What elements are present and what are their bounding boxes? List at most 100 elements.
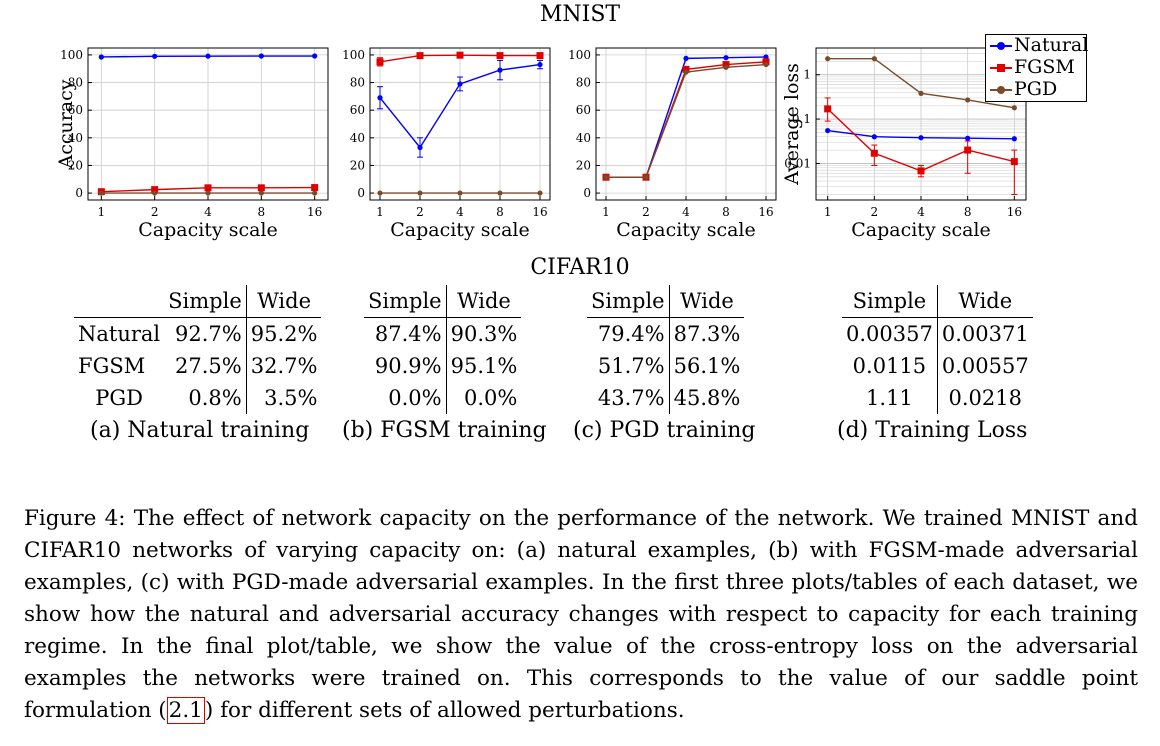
table-row: Natural 92.7% 95.2%: [74, 317, 322, 350]
data-point-fgsm: [416, 52, 424, 60]
col-header-simple: Simple: [587, 285, 670, 318]
table-row: 0.0115 0.00557: [842, 350, 1033, 382]
table-row: FGSM 27.5% 32.7%: [74, 350, 322, 382]
data-point-fgsm: [722, 61, 730, 69]
x-tick-label: 8: [258, 205, 266, 219]
data-point-natural: [312, 53, 318, 59]
data-point-pgd: [643, 174, 649, 180]
y-axis-label: Average loss: [781, 63, 803, 186]
cell-wide: 0.00371: [936, 317, 1033, 350]
y-tick-label: 40: [350, 131, 365, 145]
y-axis-label: Accuracy: [55, 79, 77, 169]
plot-natural-training: 0 20 40 60 80 100 1 2 4 8 16 Capacity scale Accuracy: [55, 47, 329, 241]
legend-label: FGSM: [1014, 56, 1075, 78]
cell-wide: 95.1%: [445, 350, 522, 382]
data-point-pgd: [497, 190, 503, 196]
y-tick-label: 0.1: [792, 112, 811, 126]
table-row: 0.00357 0.00371: [842, 317, 1033, 350]
cifar-title: CIFAR10: [530, 255, 630, 280]
data-point-pgd: [377, 190, 383, 196]
col-header-simple: Simple: [164, 285, 247, 318]
cell-wide: 90.3%: [445, 317, 522, 350]
table-natural-training: Simple Wide Natural 92.7% 95.2% FGSM 27.…: [74, 285, 322, 414]
x-tick-label: 1: [824, 205, 832, 219]
cell-wide: 0.0218: [936, 382, 1033, 414]
data-point-fgsm: [870, 149, 878, 157]
col-header-wide: Wide: [936, 285, 1033, 318]
col-header-wide: Wide: [445, 285, 522, 318]
x-tick-label: 16: [758, 205, 773, 219]
cell-simple: 90.9%: [374, 354, 442, 378]
data-point-natural: [98, 54, 104, 60]
y-tick-label: 100: [60, 48, 83, 62]
cell-simple: 87.4%: [374, 322, 442, 346]
cell-wide: 56.1%: [668, 350, 745, 382]
data-point-fgsm: [1010, 158, 1018, 166]
col-header-simple: Simple: [842, 285, 938, 318]
data-point-natural: [965, 135, 971, 141]
cell-wide: 32.7%: [245, 350, 322, 382]
y-tick-label: 60: [68, 103, 83, 117]
x-tick-label: 2: [416, 205, 424, 219]
data-point-pgd: [825, 56, 831, 62]
x-tick-label: 16: [307, 205, 322, 219]
data-point-fgsm: [496, 52, 504, 60]
data-point-pgd: [683, 69, 689, 75]
data-point-natural: [723, 55, 729, 61]
x-tick-label: 8: [496, 205, 504, 219]
data-point-fgsm: [824, 105, 832, 113]
data-point-fgsm: [204, 184, 212, 192]
x-axis-label: Capacity scale: [851, 219, 991, 241]
col-header-simple: Simple: [364, 285, 447, 318]
legend-item-fgsm: FGSM: [986, 56, 1086, 79]
data-point-fgsm: [682, 65, 690, 73]
cell-wide: 45.8%: [668, 382, 745, 414]
subcaption-d: (d) Training Loss: [837, 418, 1028, 443]
table-fgsm-training: Simple Wide 87.4% 90.3% 90.9% 95.1% 0.0%…: [364, 285, 522, 414]
x-tick-label: 4: [917, 205, 925, 219]
table-row: 90.9% 95.1%: [364, 350, 522, 382]
data-point-fgsm: [964, 146, 972, 154]
figure-caption: Figure 4: The effect of network capacity…: [24, 503, 1138, 727]
data-point-natural: [683, 55, 689, 61]
row-label: PGD: [95, 386, 143, 410]
y-tick-label: 60: [350, 103, 365, 117]
cell-simple: 92.7%: [175, 322, 242, 346]
data-point-natural: [417, 144, 423, 151]
x-axis-label: Capacity scale: [616, 219, 756, 241]
table-training-loss: Simple Wide 0.00357 0.00371 0.0115 0.005…: [842, 285, 1033, 414]
data-point-natural: [537, 61, 543, 68]
y-tick-label: 100: [342, 48, 365, 62]
cell-simple: 79.4%: [597, 322, 665, 346]
row-label: Natural: [78, 322, 161, 346]
cell-wide: 87.3%: [668, 317, 745, 350]
x-tick-label: 8: [722, 205, 730, 219]
y-tick-label: 40: [576, 131, 591, 145]
y-tick-label: 0: [583, 186, 591, 200]
x-tick-label: 16: [532, 205, 547, 219]
data-point-natural: [763, 54, 769, 60]
equation-reference-link[interactable]: 2.1: [166, 697, 205, 724]
data-point-pgd: [205, 190, 211, 196]
y-tick-label: 80: [68, 76, 83, 90]
x-tick-label: 2: [871, 205, 879, 219]
cell-wide: 0.0%: [445, 382, 522, 414]
table-row: 87.4% 90.3%: [364, 317, 522, 350]
y-tick-label: 80: [350, 76, 365, 90]
legend-item-natural: Natural: [986, 34, 1089, 57]
cell-simple: 1.11: [866, 386, 913, 410]
cell-simple: 43.7%: [597, 386, 665, 410]
data-point-natural: [457, 81, 463, 87]
table-row: PGD 0.8% 3.5%: [74, 382, 322, 414]
legend-label: Natural: [1014, 34, 1089, 56]
data-point-natural: [258, 53, 264, 59]
x-tick-label: 1: [602, 205, 610, 219]
data-point-pgd: [1011, 105, 1017, 111]
data-point-pgd: [723, 64, 729, 70]
cell-simple: 51.7%: [597, 354, 665, 378]
data-point-pgd: [965, 97, 971, 103]
row-label: FGSM: [78, 354, 146, 378]
legend-item-pgd: PGD: [986, 78, 1086, 101]
cell-simple: 27.5%: [175, 354, 242, 378]
data-point-natural: [377, 95, 383, 101]
